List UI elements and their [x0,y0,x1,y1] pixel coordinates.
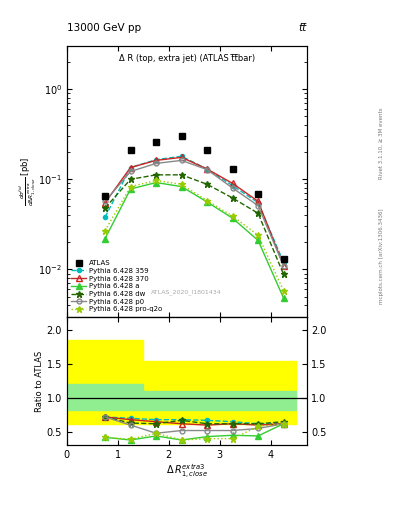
Pythia 6.428 p0 [128,168,133,175]
Pythia 6.428 dw [103,205,107,211]
Pythia 6.428 a [230,215,235,221]
Text: tt̅: tt̅ [298,23,307,33]
ATLAS [128,147,133,153]
Pythia 6.428 p0 [256,203,261,209]
Pythia 6.428 p0 [154,160,158,166]
Line: Pythia 6.428 359: Pythia 6.428 359 [103,154,286,264]
Pythia 6.428 p0 [179,157,184,163]
Pythia 6.428 dw [179,172,184,178]
Pythia 6.428 dw [256,210,261,217]
Pythia 6.428 a [154,180,158,186]
Legend: ATLAS, Pythia 6.428 359, Pythia 6.428 370, Pythia 6.428 a, Pythia 6.428 dw, Pyth: ATLAS, Pythia 6.428 359, Pythia 6.428 37… [70,260,163,313]
Pythia 6.428 a [179,183,184,189]
Text: 13000 GeV pp: 13000 GeV pp [67,23,141,33]
Pythia 6.428 dw [230,195,235,201]
Text: ATLAS_2020_I1801434: ATLAS_2020_I1801434 [151,289,222,295]
Pythia 6.428 a [205,199,209,205]
Line: Pythia 6.428 a: Pythia 6.428 a [102,180,286,301]
Text: Rivet 3.1.10, ≥ 3M events: Rivet 3.1.10, ≥ 3M events [379,108,384,179]
Pythia 6.428 pro-q2o [281,288,286,294]
Pythia 6.428 dw [281,271,286,278]
Pythia 6.428 370 [256,198,261,204]
Pythia 6.428 370 [281,263,286,269]
Line: Pythia 6.428 dw: Pythia 6.428 dw [102,172,287,278]
Pythia 6.428 a [128,186,133,192]
Pythia 6.428 370 [128,164,133,170]
Pythia 6.428 370 [179,154,184,160]
Pythia 6.428 359 [103,214,107,220]
Pythia 6.428 359 [281,259,286,265]
Pythia 6.428 370 [205,166,209,172]
Y-axis label: Ratio to ATLAS: Ratio to ATLAS [35,350,44,412]
Pythia 6.428 p0 [230,185,235,191]
Pythia 6.428 dw [128,176,133,182]
Pythia 6.428 pro-q2o [256,232,261,238]
Pythia 6.428 pro-q2o [154,177,158,183]
ATLAS [103,193,107,199]
Pythia 6.428 pro-q2o [103,227,107,233]
ATLAS [154,139,158,145]
Pythia 6.428 370 [230,180,235,186]
Pythia 6.428 pro-q2o [128,183,133,189]
Pythia 6.428 a [281,295,286,301]
ATLAS [230,166,235,172]
Pythia 6.428 p0 [103,198,107,204]
Line: Pythia 6.428 p0: Pythia 6.428 p0 [103,158,286,268]
Pythia 6.428 dw [205,181,209,187]
Pythia 6.428 370 [154,157,158,163]
Pythia 6.428 a [256,238,261,244]
Pythia 6.428 359 [205,166,209,172]
Pythia 6.428 p0 [281,263,286,269]
Y-axis label: $\frac{d\sigma^{fid}}{d\Delta R_{1,close}^{extra}}$ [pb]: $\frac{d\sigma^{fid}}{d\Delta R_{1,close… [17,157,37,206]
ATLAS [205,147,209,153]
ATLAS [256,191,261,198]
Pythia 6.428 p0 [205,166,209,173]
Line: Pythia 6.428 370: Pythia 6.428 370 [102,155,286,268]
Line: Pythia 6.428 pro-q2o: Pythia 6.428 pro-q2o [102,177,287,294]
Pythia 6.428 370 [103,200,107,206]
Text: mcplots.cern.ch [arXiv:1306.3436]: mcplots.cern.ch [arXiv:1306.3436] [379,208,384,304]
Pythia 6.428 dw [154,172,158,178]
ATLAS [281,256,286,262]
Pythia 6.428 pro-q2o [205,198,209,204]
Line: ATLAS: ATLAS [102,134,286,262]
Pythia 6.428 359 [230,183,235,189]
Pythia 6.428 pro-q2o [230,213,235,219]
Pythia 6.428 359 [179,153,184,159]
Pythia 6.428 359 [154,157,158,163]
Pythia 6.428 a [103,236,107,242]
Pythia 6.428 359 [256,200,261,206]
X-axis label: $\Delta\, R^{extra3}_{1,close}$: $\Delta\, R^{extra3}_{1,close}$ [165,463,208,481]
Pythia 6.428 pro-q2o [179,181,184,187]
Pythia 6.428 359 [128,164,133,170]
Text: Δ R (top, extra jet) (ATLAS t̅t̅bar): Δ R (top, extra jet) (ATLAS t̅t̅bar) [119,54,255,63]
ATLAS [179,133,184,139]
